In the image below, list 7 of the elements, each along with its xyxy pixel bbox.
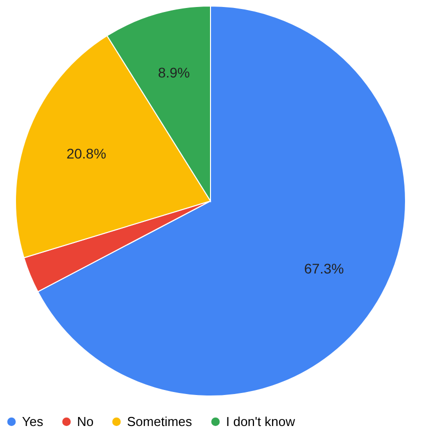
data-label: 67.3%	[304, 260, 344, 277]
legend-label: I don't know	[226, 414, 296, 429]
data-label: 8.9%	[158, 64, 190, 81]
data-label: 20.8%	[66, 146, 106, 162]
legend-label: Yes	[22, 414, 44, 429]
legend-label: Sometimes	[127, 414, 193, 429]
legend-label: No	[77, 414, 94, 429]
